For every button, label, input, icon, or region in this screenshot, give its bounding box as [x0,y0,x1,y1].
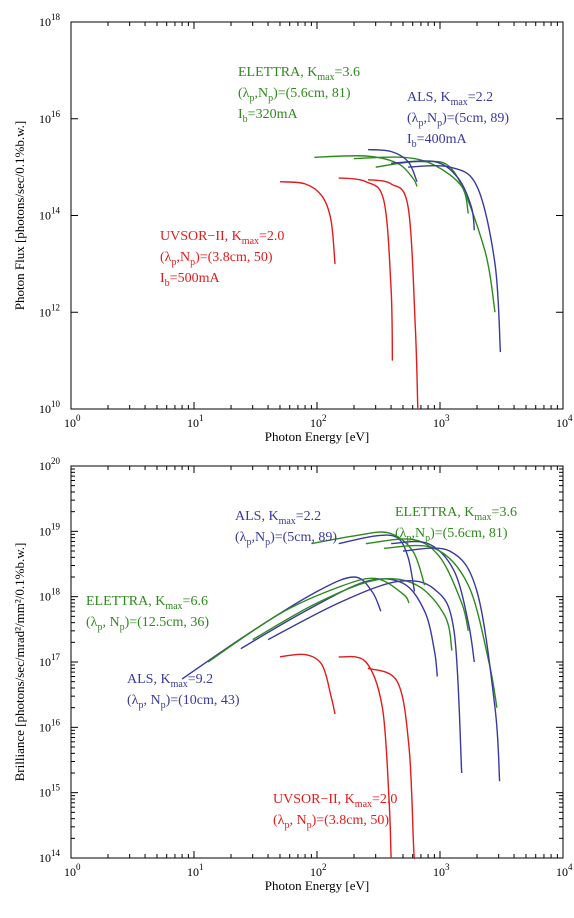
y-tick-label: 1018 [39,587,61,604]
brilliance-chart: 100 101 102 103 104 1014 1015 1016 1017 1018 1019 1… [12,456,573,893]
y-tick-label: 1014 [39,848,61,865]
annotation-line: (λp, Np)=(10cm, 43) [127,693,240,711]
x-tick-label: 103 [433,413,450,430]
x-tick-label: 102 [310,862,327,879]
x-axis-label: Photon Energy [eV] [265,878,369,893]
y-tick-label: 1015 [39,783,61,800]
annotation-line: ALS, Kmax=2.2 [407,90,493,108]
y-axis-label: Brilliance [photons/sec/mrad²/mm²/0.1%b.… [12,543,27,782]
annotation-line: (λp, Np)=(12.5cm, 36) [86,615,209,633]
green-series-line [383,544,498,708]
annotation-line: UVSOR−II, Kmax=2.0 [273,792,397,810]
blue-series-line [367,148,418,182]
annotation-line: (λp,Np)=(5cm, 89) [407,111,509,129]
red-series-line [338,655,392,859]
red-series-line [279,653,336,715]
red-series-line [367,667,416,860]
y-tick-label: 1010 [39,399,61,416]
red-series-line [367,179,419,410]
x-tick-label: 100 [64,413,81,430]
y-tick-label: 1018 [39,12,61,29]
annotation-line: (λp,Np)=(3.8cm, 50) [160,250,273,268]
blue-series-line [391,540,475,663]
blue-series-line [267,579,463,774]
annotation-line: Ib=320mA [238,107,298,125]
green-series-line [207,577,410,663]
x-tick-label: 101 [187,413,204,430]
annotation-line: (λp,Np)=(5.6cm, 81) [395,526,508,544]
annotation-line: (λp, Np)=(3.8cm, 50) [273,813,389,831]
x-tick-label: 104 [556,862,573,879]
y-tick-label: 1019 [39,521,61,538]
annotation-line: Ib=400mA [407,132,467,150]
red-series-line [338,177,394,361]
annotation-line: ELETTRA, Kmax=6.6 [86,594,208,612]
y-tick-label: 1020 [39,456,61,473]
blue-series-line [402,547,501,782]
annotation-line: ALS, Kmax=2.2 [235,509,321,527]
y-tick-label: 1017 [39,652,61,669]
annotation-line: ELETTRA, Kmax=3.6 [238,65,360,83]
blue-series-line [338,534,416,592]
x-tick-label: 101 [187,862,204,879]
y-axis-label: Photon Flux [photons/sec/0.1%b.w.] [12,121,27,310]
blue-series-line [408,164,502,353]
annotation-line: (λp,Np)=(5cm, 89) [235,530,337,548]
annotation-line: ALS, Kmax=9.2 [127,672,213,690]
green-series-line [252,577,453,651]
x-tick-label: 102 [310,413,327,430]
blue-series-line [391,160,475,231]
x-tick-label: 100 [64,862,81,879]
green-series-line [311,531,426,586]
y-tick-label: 1012 [39,302,60,319]
annotation-line: ELETTRA, Kmax=3.6 [395,505,517,523]
green-series-line [375,160,496,313]
annotation-line: (λp,Np)=(5.6cm, 81) [238,86,351,104]
annotation-line: UVSOR−II, Kmax=2.0 [160,229,284,247]
x-tick-label: 103 [433,862,450,879]
green-series-line [365,538,469,631]
y-tick-label: 1016 [39,717,61,734]
y-tick-label: 1014 [39,206,61,223]
annotation-line: Ib=500mA [160,271,220,289]
y-tick-label: 1016 [39,109,61,126]
x-tick-label: 104 [556,413,573,430]
flux-chart: 100 101 102 103 104 1010 1012 1014 1016 1018 Photo… [12,12,573,444]
red-series-line [279,181,336,264]
blue-series-line [181,576,382,680]
x-axis-label: Photon Energy [eV] [265,429,369,444]
blue-series-line [240,578,438,677]
